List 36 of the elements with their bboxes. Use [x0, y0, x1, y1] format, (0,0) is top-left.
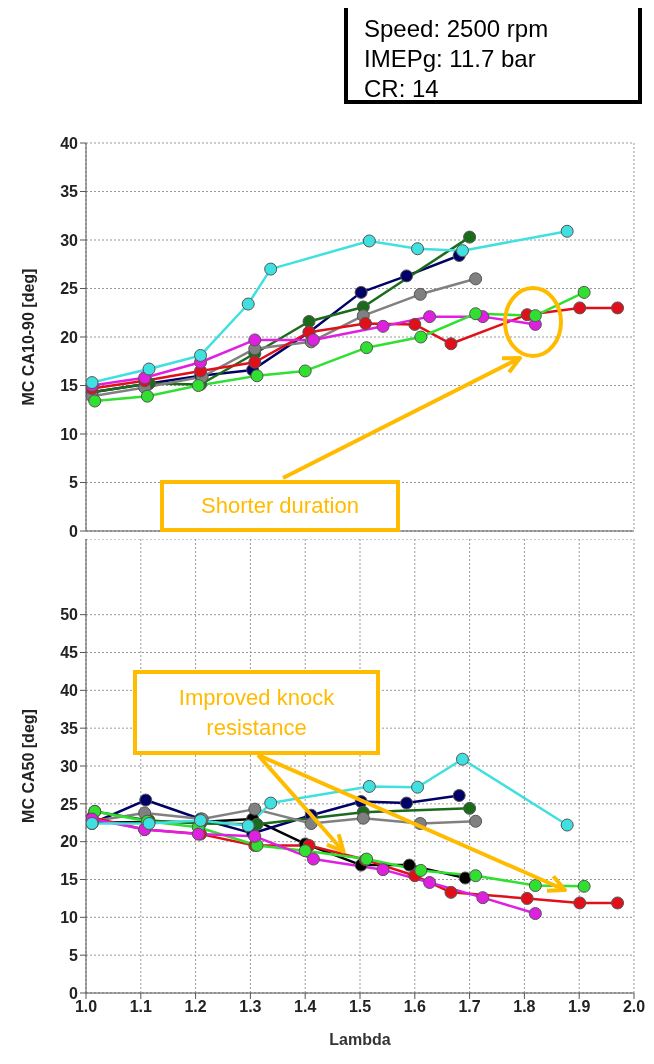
- y-tick-label: 25: [60, 280, 79, 298]
- y-tick-label: 30: [60, 231, 79, 249]
- y-tick-label: 10: [60, 425, 79, 443]
- x-tick-label: 1.6: [403, 998, 427, 1016]
- x-tick-label: 1.3: [239, 998, 262, 1016]
- x-tick-label: 1.1: [129, 998, 153, 1016]
- x-tick-label: 1.8: [513, 998, 536, 1016]
- y-tick-label: 15: [60, 377, 79, 395]
- y-tick-label: 5: [69, 946, 79, 964]
- x-axis-title: Lambda: [329, 1031, 391, 1048]
- y-tick-label: 5: [69, 474, 79, 492]
- y-tick-label: 45: [60, 644, 79, 662]
- x-tick-label: 1.0: [74, 998, 98, 1016]
- y-tick-label: 40: [60, 682, 79, 700]
- x-tick-label: 1.4: [294, 998, 317, 1016]
- y-tick-label: 0: [69, 522, 79, 540]
- x-tick-label: 1.5: [348, 998, 372, 1016]
- x-tick-label: 1.2: [184, 998, 207, 1016]
- y-tick-label: 20: [60, 833, 79, 851]
- y-tick-label: 40: [60, 134, 79, 152]
- y-tick-label: 50: [60, 606, 79, 624]
- y-axis-title: MC CA10-90 [deg]: [19, 268, 37, 406]
- info-box: Speed: 2500 rpm IMEPg: 11.7 bar CR: 14: [344, 8, 642, 104]
- y-tick-label: 15: [60, 871, 79, 889]
- x-tick-label: 2.0: [622, 998, 646, 1016]
- y-axis-title: MC CA50 [deg]: [19, 709, 37, 823]
- y-tick-label: 25: [60, 795, 79, 813]
- y-tick-label: 30: [60, 757, 79, 775]
- y-tick-label: 20: [60, 328, 79, 346]
- callout-box: Shorter duration: [160, 480, 400, 532]
- callout-box: Improved knock resistance: [133, 670, 380, 755]
- y-tick-label: 35: [60, 183, 79, 201]
- y-tick-label: 35: [60, 719, 79, 737]
- y-tick-label: 10: [60, 909, 79, 927]
- x-tick-label: 1.7: [458, 998, 481, 1016]
- x-tick-label: 1.9: [568, 998, 591, 1016]
